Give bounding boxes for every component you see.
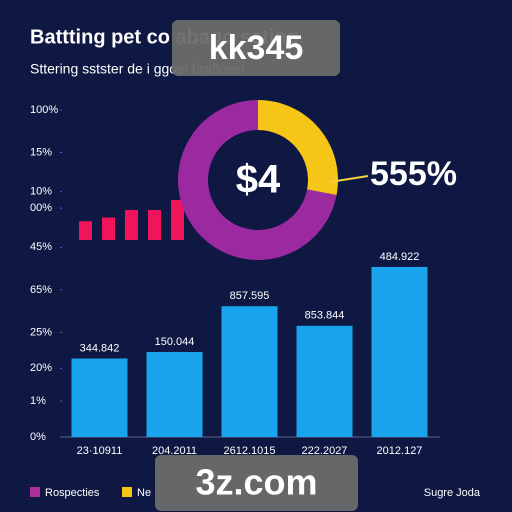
y-tick-label: 20% xyxy=(30,362,52,374)
y-tick-label: 10% xyxy=(30,186,52,198)
bar xyxy=(71,358,128,437)
y-tick-label: 45% xyxy=(30,241,52,253)
legend-swatch xyxy=(122,487,132,497)
x-tick-label: 204.2011 xyxy=(152,445,197,457)
center-label: $4 xyxy=(236,158,281,202)
legend-label: Rospecties xyxy=(45,487,100,499)
y-tick-label: 65% xyxy=(30,284,52,296)
y-tick-label: 15% xyxy=(30,146,52,158)
y-tick-label: 0% xyxy=(30,431,46,443)
mini-bar xyxy=(102,217,115,240)
bar-label: 484.922 xyxy=(380,251,420,263)
watermark-box xyxy=(155,455,358,511)
annotation-line xyxy=(329,175,369,183)
x-tick-label: 23·10911 xyxy=(77,445,123,457)
y-tick-label: 25% xyxy=(30,326,52,338)
mini-bar xyxy=(79,221,92,240)
bar-label: 853.844 xyxy=(305,310,345,322)
x-tick-label: 2012.127 xyxy=(377,445,423,457)
watermark: 3z.com xyxy=(195,462,317,503)
bar-label: 150.044 xyxy=(155,336,195,348)
y-tick-label: 1% xyxy=(30,395,46,407)
mini-bar xyxy=(148,210,161,240)
y-tick-label: 00% xyxy=(30,202,52,214)
mini-bar xyxy=(125,210,138,240)
y-tick-label: 100% xyxy=(30,104,58,116)
x-tick-label: 2612.1015 xyxy=(224,445,276,457)
bar xyxy=(296,325,353,437)
source: Sugre Joda xyxy=(424,487,481,499)
watermark: kk345 xyxy=(209,29,304,67)
bar xyxy=(221,306,278,437)
watermark-box xyxy=(172,20,340,76)
bar-label: 344.842 xyxy=(80,342,120,354)
mini-bar xyxy=(171,200,184,240)
annotation: 555% xyxy=(370,155,457,193)
legend-swatch xyxy=(30,487,40,497)
x-tick-label: 222.2027 xyxy=(302,445,348,457)
bar xyxy=(146,351,203,437)
bar-label: 857.595 xyxy=(230,290,270,302)
legend-label: Ne xyxy=(137,487,151,499)
donut-slice xyxy=(258,100,338,195)
bar xyxy=(371,266,428,437)
donut-slice xyxy=(177,100,337,260)
